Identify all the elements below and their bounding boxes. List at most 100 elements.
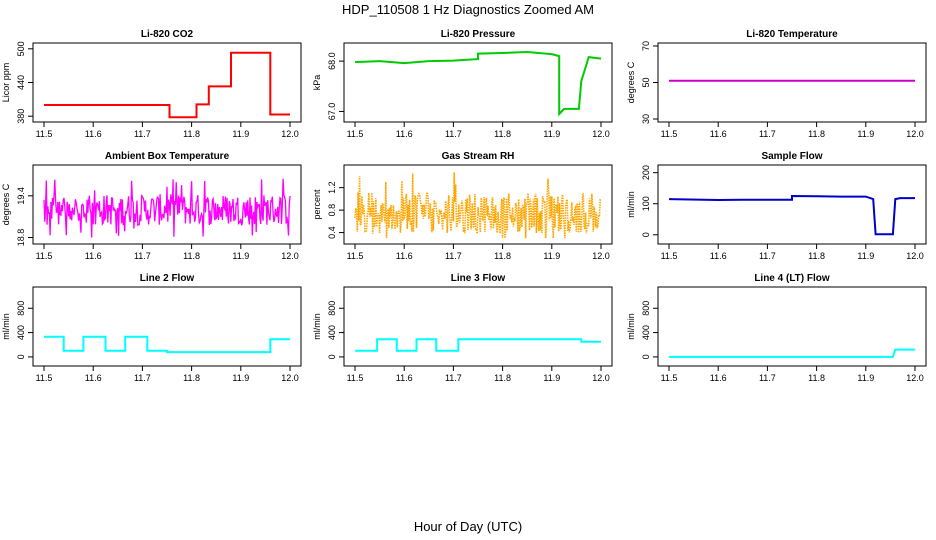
x-tick-label: 11.8 bbox=[183, 129, 200, 139]
panel-6: Sample Flow ml/min 11.5 11.6 11.7 11.8 11.9 12.… bbox=[626, 151, 927, 261]
panel-title: Li-820 CO2 bbox=[141, 29, 194, 40]
x-tick-label: 12.0 bbox=[592, 251, 610, 261]
x-tick-label: 11.9 bbox=[543, 129, 560, 139]
panel-3: Li-820 Temperature degrees C 11.5 11.6 11.7 1… bbox=[626, 29, 927, 139]
x-tick-label: 11.5 bbox=[36, 251, 53, 261]
y-tick-label: 67.0 bbox=[327, 103, 337, 121]
panel-grid: Li-820 CO2 Licor ppm 11.5 11.6 11.7 11.8 11.9 1… bbox=[1, 29, 927, 383]
x-tick-label: 12.0 bbox=[906, 251, 924, 261]
panel-title: Sample Flow bbox=[761, 151, 822, 162]
x-tick-label: 11.5 bbox=[661, 373, 678, 383]
panel-9: Line 4 (LT) Flow ml/min 11.5 11.6 11.7 11.8 11… bbox=[626, 273, 927, 383]
x-tick-label: 11.9 bbox=[232, 373, 249, 383]
panel-1: Li-820 CO2 Licor ppm 11.5 11.6 11.7 11.8 11.9 1… bbox=[1, 29, 302, 139]
panel-title: Line 4 (LT) Flow bbox=[754, 273, 830, 284]
plot-frame bbox=[32, 286, 302, 367]
x-tick-label: 11.9 bbox=[543, 373, 560, 383]
y-tick-label: 380 bbox=[16, 109, 26, 124]
x-tick-label: 11.6 bbox=[85, 129, 102, 139]
plot-frame bbox=[343, 42, 613, 123]
y-tick-label: 800 bbox=[16, 301, 26, 316]
panel-5: Gas Stream RH percent 11.5 11.6 11.7 11.8 11.9… bbox=[312, 151, 613, 261]
plot-frame bbox=[657, 42, 927, 123]
y-tick-label: 19.4 bbox=[16, 187, 26, 205]
x-tick-label: 11.9 bbox=[232, 251, 249, 261]
x-tick-label: 11.9 bbox=[857, 251, 874, 261]
y-tick-label: 200 bbox=[641, 165, 651, 180]
x-tick-label: 11.8 bbox=[808, 251, 825, 261]
x-tick-label: 11.5 bbox=[347, 251, 364, 261]
x-tick-label: 11.5 bbox=[661, 251, 678, 261]
y-axis-label: ml/min bbox=[1, 313, 11, 340]
x-tick-label: 11.9 bbox=[857, 373, 874, 383]
plot-frame bbox=[343, 286, 613, 367]
x-tick-label: 11.6 bbox=[396, 251, 413, 261]
y-axis-label: kPa bbox=[312, 75, 322, 91]
series-line bbox=[355, 338, 601, 352]
x-tick-label: 12.0 bbox=[592, 129, 610, 139]
plot-frame bbox=[657, 286, 927, 367]
plot-frame bbox=[32, 42, 302, 123]
x-tick-label: 11.7 bbox=[759, 373, 776, 383]
x-tick-label: 12.0 bbox=[906, 373, 924, 383]
x-tick-label: 11.6 bbox=[396, 373, 413, 383]
plot-frame bbox=[32, 164, 302, 245]
series-line bbox=[44, 51, 290, 119]
x-tick-label: 12.0 bbox=[906, 129, 924, 139]
y-tick-label: 0.4 bbox=[327, 226, 337, 239]
y-axis-label: percent bbox=[312, 189, 322, 220]
x-tick-label: 11.6 bbox=[85, 251, 102, 261]
x-tick-label: 12.0 bbox=[281, 251, 299, 261]
y-axis-label: ml/min bbox=[626, 191, 636, 218]
x-tick-label: 11.6 bbox=[85, 373, 102, 383]
x-tick-label: 11.8 bbox=[808, 129, 825, 139]
y-axis-label: ml/min bbox=[312, 313, 322, 340]
series-line bbox=[354, 50, 602, 117]
x-tick-label: 11.8 bbox=[183, 251, 200, 261]
series-line bbox=[669, 348, 915, 358]
series-line bbox=[668, 194, 915, 236]
y-tick-label: 400 bbox=[641, 325, 651, 340]
y-tick-label: 18.8 bbox=[16, 229, 26, 247]
y-axis-label: Licor ppm bbox=[1, 63, 11, 103]
x-tick-label: 11.8 bbox=[494, 129, 511, 139]
panel-2: Li-820 Pressure kPa 11.5 11.6 11.7 11.8 11.9 12… bbox=[312, 29, 613, 139]
x-tick-label: 11.7 bbox=[445, 251, 462, 261]
x-tick-label: 11.7 bbox=[759, 251, 776, 261]
x-axis-label: Hour of Day (UTC) bbox=[414, 519, 522, 534]
x-tick-label: 11.7 bbox=[134, 251, 151, 261]
y-axis-label: ml/min bbox=[626, 313, 636, 340]
y-axis-label: degrees C bbox=[626, 61, 636, 103]
x-tick-label: 11.5 bbox=[36, 373, 53, 383]
y-tick-label: 800 bbox=[641, 301, 651, 316]
x-tick-label: 11.6 bbox=[710, 251, 727, 261]
series-line bbox=[44, 335, 290, 354]
series-line bbox=[43, 178, 291, 238]
panel-7: Line 2 Flow ml/min 11.5 11.6 11.7 11.8 11.9 12.… bbox=[1, 273, 302, 383]
x-tick-label: 11.8 bbox=[494, 373, 511, 383]
x-tick-label: 11.5 bbox=[347, 373, 364, 383]
y-tick-label: 800 bbox=[327, 301, 337, 316]
y-tick-label: 440 bbox=[16, 75, 26, 90]
x-tick-label: 11.8 bbox=[494, 251, 511, 261]
panel-title: Gas Stream RH bbox=[442, 151, 515, 162]
panel-4: Ambient Box Temperature degrees C 11.5 11.6… bbox=[1, 151, 302, 261]
x-tick-label: 11.7 bbox=[445, 129, 462, 139]
x-tick-label: 12.0 bbox=[592, 373, 610, 383]
y-tick-label: 50 bbox=[641, 77, 651, 87]
y-tick-label: 0 bbox=[327, 354, 337, 359]
x-tick-label: 11.7 bbox=[759, 129, 776, 139]
panel-title: Line 2 Flow bbox=[140, 273, 195, 284]
panel-title: Li-820 Pressure bbox=[441, 29, 516, 40]
x-tick-label: 11.7 bbox=[134, 129, 151, 139]
y-tick-label: 0.8 bbox=[327, 204, 337, 217]
x-tick-label: 11.9 bbox=[543, 251, 560, 261]
y-tick-label: 70 bbox=[641, 41, 651, 51]
x-tick-label: 11.9 bbox=[857, 129, 874, 139]
panel-title: Li-820 Temperature bbox=[746, 29, 838, 40]
y-tick-label: 400 bbox=[327, 325, 337, 340]
x-tick-label: 11.6 bbox=[396, 129, 413, 139]
figure-title: HDP_110508 1 Hz Diagnostics Zoomed AM bbox=[342, 2, 594, 17]
series-line bbox=[354, 172, 602, 239]
